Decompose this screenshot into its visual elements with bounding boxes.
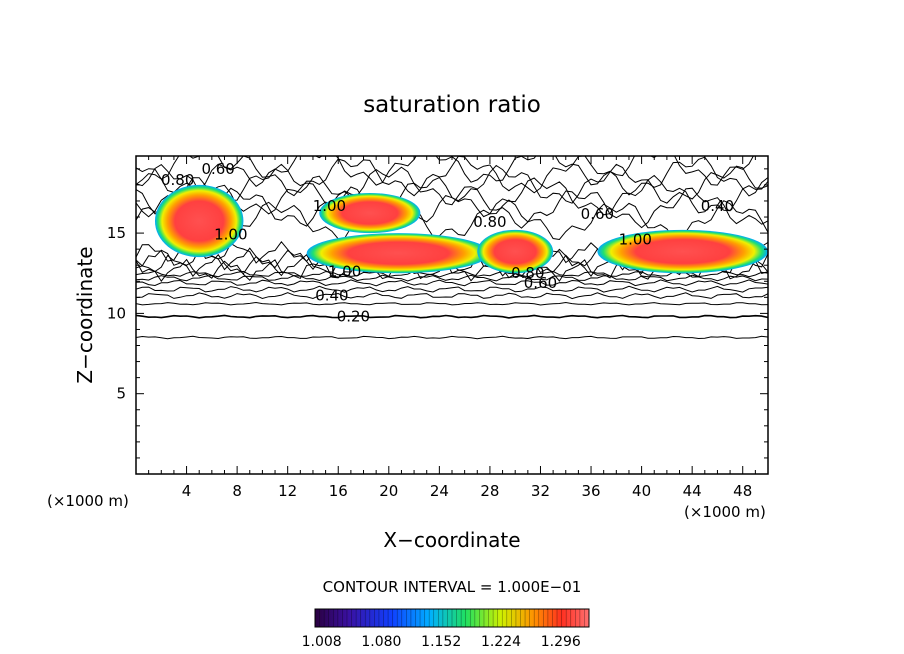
contour-line-upper [136, 156, 768, 197]
contour-line [136, 301, 768, 306]
colorbar-tick-label: 1.152 [421, 634, 461, 650]
x-tick-label: 44 [683, 482, 702, 500]
contour-label: 0.80 [473, 213, 506, 231]
colorbar-tick-label: 1.296 [541, 634, 581, 650]
contour-line [136, 285, 768, 293]
x-tick-label: 8 [232, 482, 242, 500]
supersaturation-blob [306, 233, 490, 274]
colorbar-tick-label: 1.008 [302, 634, 342, 650]
x-tick-label: 36 [581, 482, 600, 500]
y-axis-label: Z−coordinate [73, 246, 97, 383]
x-tick-label: 48 [733, 482, 752, 500]
contour-labels: 0.600.801.001.000.80 0.60 0.401.001.00 0.80… [161, 160, 734, 326]
contour-label: 1.00 [328, 263, 361, 281]
y-tick-label: 15 [107, 224, 126, 242]
contour-label: 1.00 [313, 197, 346, 215]
contour-label: 0.60 [201, 160, 234, 178]
contour-line [136, 292, 768, 300]
colorbar-tick-label: 1.224 [481, 634, 521, 650]
y-tick-label: 5 [116, 385, 126, 403]
colorbar: 1.008 1.080 1.152 1.224 1.296 [302, 608, 590, 650]
supersaturation-blob [319, 192, 421, 234]
colorbar-tick-label: 1.080 [361, 634, 401, 650]
contour-label: 0.40 [701, 197, 734, 215]
x-tick-label: 32 [531, 482, 550, 500]
y-axis-ticks: 5 10 15 [107, 168, 768, 459]
x-unit-label-left: (×1000 m) [47, 492, 129, 510]
contour-line [136, 335, 768, 340]
supersaturation-blob [154, 184, 244, 258]
x-tick-label: 4 [182, 482, 192, 500]
contour-label: 1.00 [619, 231, 652, 249]
plot-area: 0.600.801.001.000.80 0.60 0.401.001.00 0.80… [136, 156, 768, 340]
x-tick-label: 20 [379, 482, 398, 500]
x-tick-label: 24 [430, 482, 449, 500]
x-axis-label: X−coordinate [383, 528, 520, 552]
y-tick-label: 10 [107, 304, 126, 322]
supersaturation-blob [597, 229, 768, 274]
x-tick-label: 12 [278, 482, 297, 500]
contour-interval-label: CONTOUR INTERVAL = 1.000E−01 [323, 578, 582, 596]
supersaturation-blob [477, 229, 554, 274]
x-unit-label-right: (×1000 m) [684, 503, 766, 521]
x-tick-label: 16 [329, 482, 348, 500]
contour-line [136, 274, 768, 282]
contour-line [136, 314, 768, 319]
x-tick-label: 40 [632, 482, 651, 500]
contour-line-upper [136, 163, 768, 206]
contour-label: 0.80 [161, 171, 194, 189]
contour-label: 0.60 [524, 274, 557, 292]
chart-title: saturation ratio [363, 92, 541, 118]
supersaturation-regions [154, 184, 768, 274]
contour-line-upper [136, 174, 768, 218]
x-tick-label: 28 [480, 482, 499, 500]
contour-label: 0.20 [337, 308, 370, 326]
contour-label: 0.80 [511, 264, 544, 282]
colorbar-stripes [319, 609, 585, 627]
colorbar-tick-labels: 1.008 1.080 1.152 1.224 1.296 [302, 634, 581, 650]
contour-label: 1.00 [214, 226, 247, 244]
x-axis-ticks: 4 8 12 16 20 24 28 32 36 40 44 48 [148, 156, 756, 500]
contour-line [136, 279, 768, 287]
contour-label: 0.40 [315, 287, 348, 305]
contour-label: 0.60 [581, 205, 614, 223]
colorbar-gradient [314, 608, 590, 628]
